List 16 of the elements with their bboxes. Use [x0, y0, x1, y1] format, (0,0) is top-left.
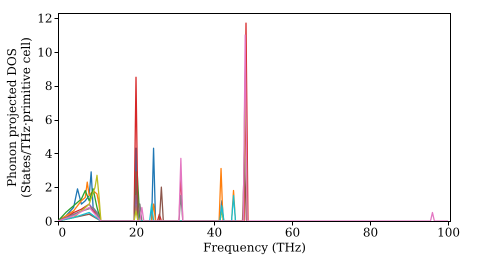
- x-tick-label: 80: [362, 226, 378, 240]
- x-tick-label: 40: [206, 226, 222, 240]
- y-axis-title: Phonon projected DOS (States/THz·primitive cell): [5, 37, 34, 198]
- y-tick-label: 12: [37, 12, 52, 26]
- y-tick-label: 0: [44, 214, 52, 228]
- y-tick-label: 4: [44, 146, 53, 161]
- line-series: [58, 34, 449, 221]
- x-tick-label: 0: [58, 226, 66, 240]
- x-axis-title: Frequency (THz): [203, 240, 306, 254]
- x-tick-label: 20: [128, 226, 144, 240]
- x-tick-label: 100: [437, 226, 460, 240]
- y-tick-label: 6: [44, 113, 52, 128]
- y-tick-label: 2: [44, 180, 52, 195]
- x-tick-label: 60: [284, 226, 300, 240]
- y-tick-label: 8: [44, 79, 52, 94]
- y-tick-label: 10: [37, 45, 52, 60]
